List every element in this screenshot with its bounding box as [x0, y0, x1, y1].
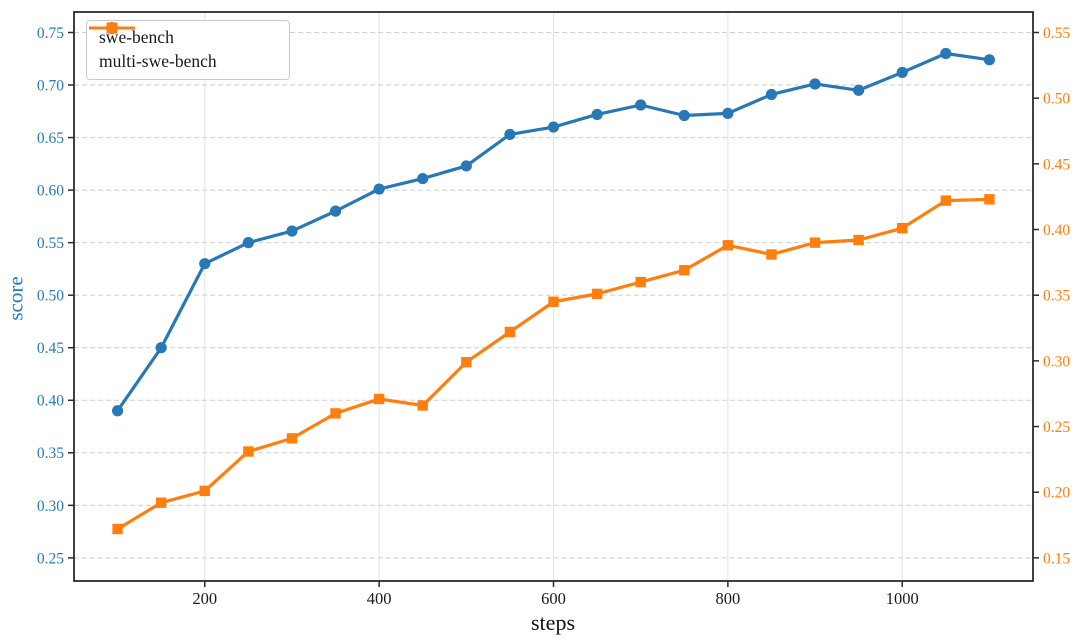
data-point-swe-bench	[460, 160, 472, 172]
data-point-swe-bench	[765, 88, 778, 101]
data-point-multi-swe-bench	[504, 326, 516, 338]
data-point-multi-swe-bench	[853, 234, 864, 246]
x-axis-label: steps	[531, 610, 575, 635]
right-tick-label: 0.40	[1043, 222, 1070, 239]
data-point-multi-swe-bench	[722, 240, 734, 251]
data-point-multi-swe-bench	[635, 276, 646, 288]
left-tick-label: 0.45	[37, 340, 64, 357]
legend: swe-bench multi-swe-bench	[86, 20, 290, 80]
right-tick-label: 0.50	[1043, 91, 1070, 108]
data-point-swe-bench	[242, 237, 254, 249]
x-tick-label: 800	[715, 589, 740, 608]
left-tick-label: 0.30	[37, 498, 64, 515]
data-point-swe-bench	[678, 109, 690, 122]
right-tick-label: 0.55	[1043, 25, 1070, 42]
data-point-multi-swe-bench	[330, 408, 341, 419]
data-point-multi-swe-bench	[984, 194, 995, 205]
data-point-multi-swe-bench	[679, 265, 690, 276]
data-point-swe-bench	[286, 225, 298, 237]
data-point-swe-bench	[111, 405, 124, 417]
data-point-multi-swe-bench	[373, 393, 385, 405]
data-point-multi-swe-bench	[286, 433, 298, 444]
data-point-multi-swe-bench	[940, 195, 952, 206]
data-point-multi-swe-bench	[417, 400, 428, 411]
left-tick-label: 0.70	[37, 77, 64, 94]
data-point-swe-bench	[896, 66, 908, 79]
data-point-swe-bench	[373, 183, 385, 195]
data-point-swe-bench	[983, 54, 996, 66]
data-point-swe-bench	[722, 107, 734, 120]
x-tick-label: 400	[367, 589, 392, 608]
right-tick-label: 0.15	[1043, 550, 1070, 567]
x-tick-label: 1000	[886, 589, 919, 608]
left-tick-label: 0.55	[37, 235, 64, 252]
data-point-swe-bench	[853, 84, 865, 96]
x-tick-label: 600	[541, 589, 566, 608]
x-tick-label: 200	[192, 589, 217, 608]
legend-label: multi-swe-bench	[99, 50, 217, 71]
left-tick-label: 0.65	[37, 130, 64, 147]
right-tick-label: 0.20	[1043, 485, 1070, 502]
legend-line-square-icon	[89, 22, 135, 34]
data-point-multi-swe-bench	[155, 497, 167, 508]
data-point-multi-swe-bench	[199, 485, 210, 497]
left-tick-label: 0.50	[37, 288, 64, 305]
left-tick-label: 0.25	[37, 550, 64, 567]
data-point-multi-swe-bench	[112, 523, 123, 535]
data-point-swe-bench	[591, 108, 603, 121]
right-tick-label: 0.45	[1043, 156, 1070, 173]
data-point-multi-swe-bench	[548, 296, 559, 307]
left-tick-label: 0.35	[37, 445, 64, 462]
data-point-swe-bench	[547, 121, 560, 133]
left-tick-label: 0.40	[37, 393, 64, 410]
data-point-swe-bench	[635, 99, 647, 111]
data-point-multi-swe-bench	[897, 222, 908, 234]
data-point-swe-bench	[504, 128, 516, 141]
data-point-swe-bench	[329, 205, 342, 217]
data-point-multi-swe-bench	[461, 356, 472, 368]
data-point-swe-bench	[417, 172, 429, 185]
right-tick-label: 0.25	[1043, 419, 1070, 436]
legend-label: swe-bench	[99, 27, 174, 47]
right-tick-label: 0.30	[1043, 353, 1070, 370]
right-tick-label: 0.35	[1043, 288, 1070, 305]
data-point-swe-bench	[155, 342, 167, 354]
data-point-swe-bench	[809, 78, 821, 90]
data-point-multi-swe-bench	[591, 288, 603, 300]
legend-item-multi-swe-bench: multi-swe-bench	[87, 22, 289, 74]
y-axis-label-left: score	[3, 276, 28, 321]
data-point-swe-bench	[940, 47, 952, 60]
data-point-multi-swe-bench	[809, 237, 821, 248]
data-point-multi-swe-bench	[243, 446, 254, 457]
data-point-swe-bench	[199, 258, 211, 270]
data-point-multi-swe-bench	[766, 249, 777, 260]
left-tick-label: 0.75	[37, 25, 64, 42]
left-tick-label: 0.60	[37, 183, 64, 200]
